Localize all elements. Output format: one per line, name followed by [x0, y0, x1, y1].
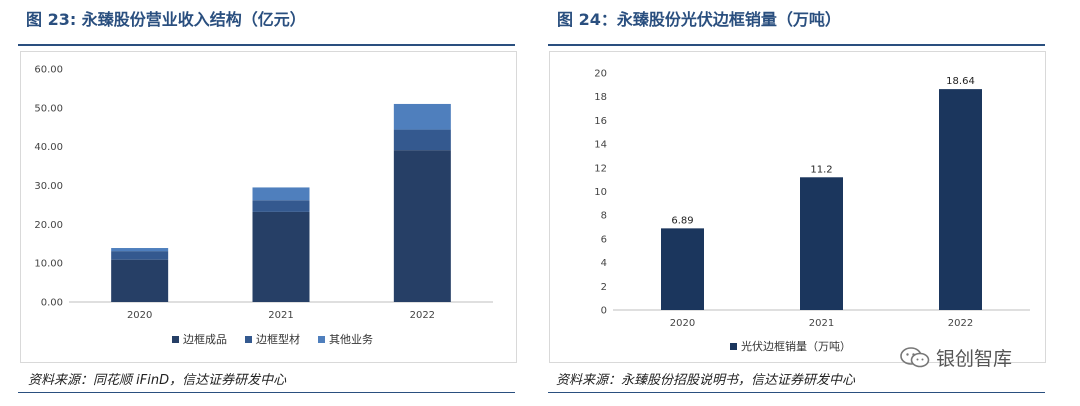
x-tick-label: 2021 — [809, 318, 834, 329]
y-tick-label: 8 — [601, 211, 607, 222]
data-label: 6.89 — [671, 215, 693, 226]
y-tick-label: 4 — [601, 258, 607, 269]
bar-2021-series-0 — [252, 211, 310, 302]
left-chart-title: 图 23: 永臻股份营业收入结构（亿元） — [26, 10, 306, 29]
y-tick-label: 60.00 — [34, 65, 63, 76]
legend-label: 其他业务 — [329, 333, 373, 346]
legend-label: 光伏边框销量（万吨） — [741, 339, 851, 353]
data-label: 11.2 — [810, 164, 832, 175]
y-tick-label: 40.00 — [34, 142, 63, 153]
left-source-note: 资料来源：同花顺 iFinD，信达证券研发中心 — [28, 373, 287, 388]
y-tick-label: 10 — [594, 187, 607, 198]
data-label: 18.64 — [946, 76, 975, 87]
legend-swatch — [172, 336, 179, 343]
wechat-icon — [900, 346, 930, 367]
frame-sales-chart: 0 2 4 6 8 10 12 14 16 18 20 2020 6.89 2021 11.2 2022 18.… — [549, 51, 1046, 363]
y-tick-label: 14 — [594, 140, 607, 151]
bar-2021-series-0 — [800, 177, 843, 310]
left-source-rule — [18, 392, 515, 393]
x-tick-label: 2020 — [670, 318, 695, 329]
legend-swatch — [730, 343, 737, 350]
watermark-text: 银创智库 — [936, 348, 1013, 370]
y-tick-label: 18 — [594, 92, 607, 103]
y-tick-label: 12 — [594, 163, 607, 174]
x-tick-label: 2022 — [410, 310, 435, 321]
legend-swatch — [318, 336, 325, 343]
bar-2022-series-0 — [939, 89, 982, 310]
y-tick-label: 30.00 — [34, 181, 63, 192]
right-title-rule — [548, 44, 1045, 46]
bar-2021-series-2 — [252, 187, 310, 201]
y-tick-label: 0.00 — [41, 298, 63, 309]
bar-2022-series-2 — [393, 103, 451, 130]
x-tick-label: 2021 — [268, 310, 293, 321]
right-source-rule — [548, 392, 1045, 393]
revenue-structure-chart: 0.00 10.00 20.00 30.00 40.00 50.00 60.00 2020 20… — [20, 51, 517, 363]
right-chart-title: 图 24：永臻股份光伏边框销量（万吨） — [557, 10, 841, 29]
y-tick-label: 6 — [601, 234, 607, 245]
bar-2022-series-0 — [393, 150, 451, 302]
legend-swatch — [245, 336, 252, 343]
bar-2021-series-1 — [252, 200, 310, 212]
bar-2020-series-2 — [111, 248, 169, 252]
y-tick-label: 16 — [594, 116, 607, 127]
frame-sales-svg: 0246810121416182020206.89202111.2202218.… — [594, 69, 1030, 353]
watermark: 银创智库 — [900, 344, 1012, 371]
x-tick-label: 2020 — [127, 310, 152, 321]
y-tick-label: 20.00 — [34, 220, 63, 231]
right-source-note: 资料来源：永臻股份招股说明书，信达证券研发中心 — [556, 373, 856, 388]
y-tick-label: 10.00 — [34, 259, 63, 270]
bar-2020-series-0 — [111, 259, 169, 302]
bar-2020-series-1 — [111, 251, 169, 260]
x-tick-label: 2022 — [948, 318, 973, 329]
left-title-rule — [18, 44, 515, 46]
bar-2022-series-1 — [393, 129, 451, 151]
y-tick-label: 50.00 — [34, 103, 63, 114]
legend-label: 边框成品 — [183, 333, 227, 346]
legend-label: 边框型材 — [256, 332, 300, 346]
y-tick-label: 0 — [601, 306, 607, 317]
y-tick-label: 20 — [594, 69, 607, 80]
y-tick-label: 2 — [601, 282, 607, 293]
bar-2020-series-0 — [661, 228, 704, 310]
revenue-structure-svg: 0.00 10.00 20.00 30.00 40.00 50.00 60.00 2020 20… — [34, 65, 493, 346]
